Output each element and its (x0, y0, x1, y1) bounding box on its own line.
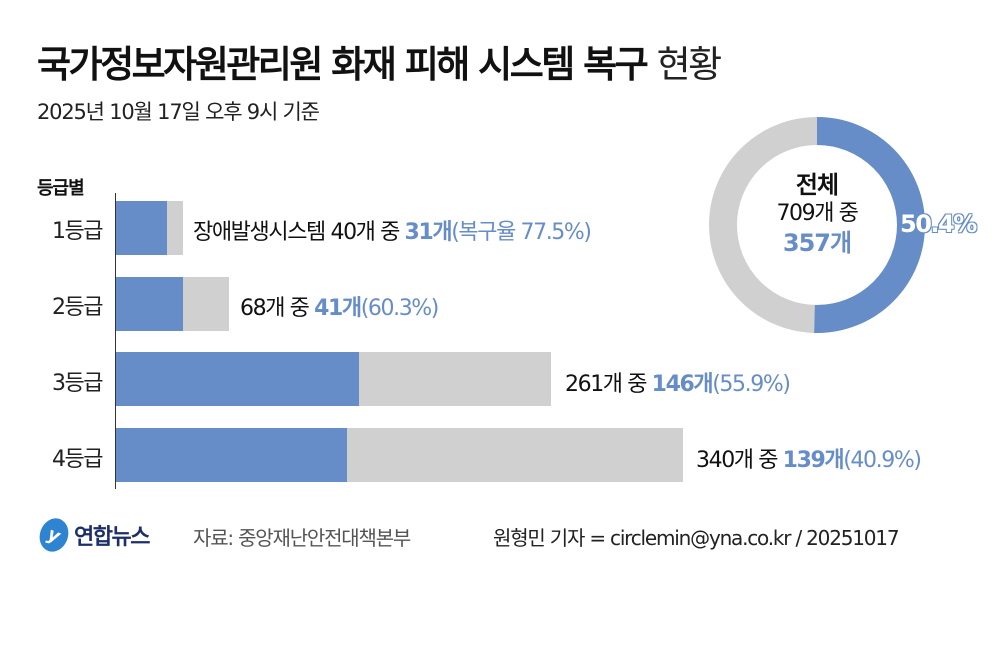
page-title: 국가정보자원관리원 화재 피해 시스템 복구 현황 (37, 34, 723, 88)
annotation-recovered: 31개 (404, 220, 453, 245)
donut-title: 전체 (795, 171, 839, 199)
annotation-prefix: 장애발생시스템 40개 중 (193, 220, 405, 245)
bar-annotation-grade-2: 68개 중 41개(60.3%) (240, 290, 440, 322)
bar-total-grade-1 (116, 201, 183, 255)
title-light: 현황 (656, 43, 723, 86)
annotation-pct: (복구율 77.5%) (451, 220, 592, 245)
row-label-grade-2: 2등급 (52, 295, 103, 320)
bar-axis-line (115, 193, 116, 489)
logo-mark-glyph: y (44, 523, 64, 547)
annotation-prefix: 261개 중 (565, 372, 652, 397)
donut-center: 전체 709개 중 357개 (737, 170, 897, 258)
subtitle-date: 2025년 10월 17일 오후 9시 기준 (37, 100, 320, 124)
source-text: 자료: 중앙재난안전대책본부 (193, 526, 411, 550)
row-label-grade-1: 1등급 (52, 219, 103, 244)
annotation-pct: (55.9%) (712, 372, 791, 397)
bar-recovered-grade-3 (116, 352, 359, 406)
annotation-prefix: 340개 중 (696, 448, 783, 473)
title-bold: 국가정보자원관리원 화재 피해 시스템 복구 (37, 43, 649, 86)
donut-recovered: 357개 (782, 229, 852, 257)
annotation-recovered: 139개 (782, 448, 845, 473)
annotation-pct: (40.9%) (843, 448, 922, 473)
annotation-pct: (60.3%) (360, 296, 440, 321)
donut-chart (709, 117, 925, 333)
bar-recovered-grade-2 (116, 277, 183, 331)
annotation-recovered: 146개 (651, 372, 714, 397)
bar-recovered-grade-1 (116, 201, 167, 255)
row-label-grade-4: 4등급 (52, 447, 103, 472)
credit-text: 원형민 기자 = circlemin@yna.co.kr / 20251017 (493, 526, 900, 550)
bar-total-grade-3 (116, 352, 551, 406)
bar-annotation-grade-1: 장애발생시스템 40개 중 31개(복구율 77.5%) (193, 214, 592, 246)
footer: y 연합뉴스 자료: 중앙재난안전대책본부 원형민 기자 = circlemin… (0, 514, 1005, 558)
bar-total-grade-2 (116, 277, 229, 331)
yonhap-logo: y 연합뉴스 (35, 514, 150, 556)
donut-total: 709개 중 (776, 201, 858, 226)
donut-recovered-arc (709, 117, 925, 333)
row-label-grade-3: 3등급 (52, 371, 103, 396)
group-label: 등급별 (37, 178, 85, 199)
donut-percent-label: 50.4% (900, 210, 977, 238)
bar-annotation-grade-3: 261개 중 146개(55.9%) (565, 366, 791, 398)
bar-recovered-grade-4 (116, 428, 347, 482)
bar-annotation-grade-4: 340개 중 139개(40.9%) (696, 442, 922, 474)
yonhap-logo-icon: y (35, 514, 73, 556)
annotation-recovered: 41개 (314, 296, 362, 321)
bar-total-grade-4 (116, 428, 683, 482)
annotation-prefix: 68개 중 (240, 296, 315, 321)
logo-text: 연합뉴스 (74, 525, 150, 550)
